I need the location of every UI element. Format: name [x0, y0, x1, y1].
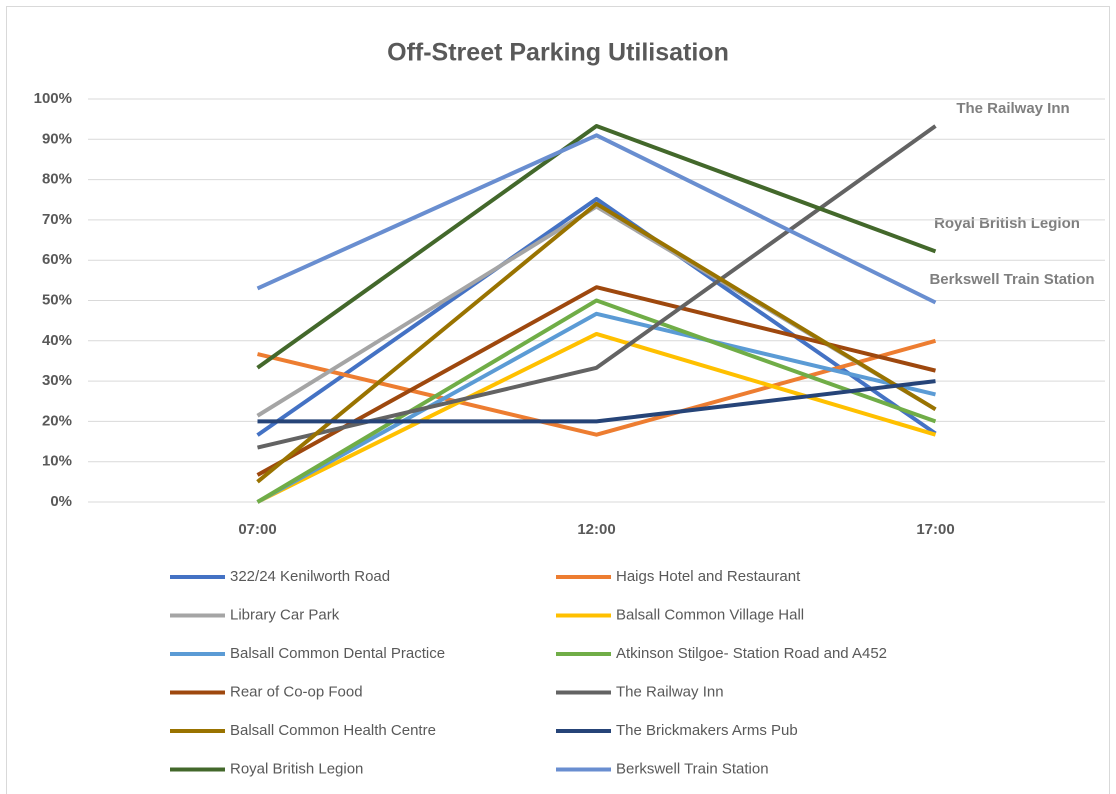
- series-line: [257, 379, 936, 424]
- y-tick-label: 80%: [42, 171, 72, 188]
- legend-label: Balsall Common Village Hall: [616, 606, 804, 623]
- legend-label: Haigs Hotel and Restaurant: [616, 568, 801, 585]
- y-tick-label: 30%: [42, 372, 72, 389]
- y-tick-label: 70%: [42, 211, 72, 228]
- legend-label: Balsall Common Health Centre: [230, 722, 436, 739]
- series-line: [256, 331, 937, 504]
- legend-label: Rear of Co-op Food: [230, 683, 363, 700]
- legend-label: Balsall Common Dental Practice: [230, 645, 445, 662]
- chart-title: Off-Street Parking Utilisation: [387, 39, 729, 67]
- y-tick-label: 50%: [42, 291, 72, 308]
- series-line: [256, 311, 936, 504]
- legend-label: Berkswell Train Station: [616, 760, 769, 777]
- legend-label: Library Car Park: [230, 606, 340, 623]
- legend-label: Royal British Legion: [230, 760, 363, 777]
- annotation: Royal British Legion: [934, 215, 1080, 232]
- y-tick-label: 100%: [34, 90, 72, 107]
- legend-label: 322/24 Kenilworth Road: [230, 568, 390, 585]
- legend-label: The Railway Inn: [616, 683, 724, 700]
- annotation: The Railway Inn: [956, 100, 1069, 117]
- y-tick-label: 0%: [50, 493, 72, 510]
- y-tick-label: 40%: [42, 332, 72, 349]
- annotation: Berkswell Train Station: [929, 271, 1094, 288]
- y-tick-label: 10%: [42, 453, 72, 470]
- x-tick-label: 17:00: [916, 521, 954, 538]
- legend-label: Atkinson Stilgoe- Station Road and A452: [616, 645, 887, 662]
- y-tick-label: 90%: [42, 130, 72, 147]
- series-line: [256, 124, 937, 370]
- y-tick-label: 60%: [42, 251, 72, 268]
- series-line: [256, 196, 937, 437]
- x-tick-label: 12:00: [577, 521, 615, 538]
- series-line: [256, 133, 937, 305]
- series-line: [257, 338, 937, 437]
- legend-label: The Brickmakers Arms Pub: [616, 722, 798, 739]
- y-tick-label: 20%: [42, 412, 72, 429]
- series-line: [256, 298, 937, 504]
- x-tick-label: 07:00: [238, 521, 276, 538]
- chart-border: [6, 6, 1110, 794]
- series-line: [256, 201, 937, 484]
